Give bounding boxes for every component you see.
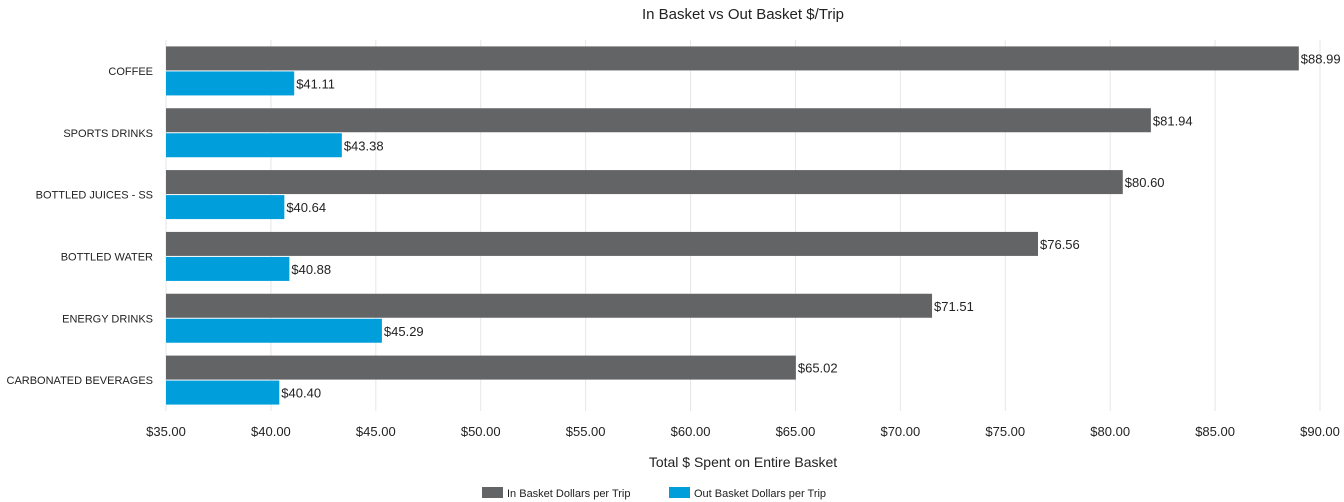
category-label: CARBONATED BEVERAGES xyxy=(7,375,154,387)
bar-in-basket[interactable] xyxy=(166,108,1151,133)
x-tick-label: $65.00 xyxy=(776,424,816,439)
bar-out-basket[interactable] xyxy=(166,380,280,405)
x-tick-label: $80.00 xyxy=(1090,424,1130,439)
x-tick-label: $85.00 xyxy=(1195,424,1235,439)
bar-in-basket[interactable] xyxy=(166,46,1299,71)
data-label: $40.40 xyxy=(281,386,321,401)
data-label: $71.51 xyxy=(934,299,974,314)
legend-label[interactable]: In Basket Dollars per Trip xyxy=(507,488,631,500)
data-label: $45.29 xyxy=(384,324,424,339)
data-label: $81.94 xyxy=(1153,113,1193,128)
bar-in-basket[interactable] xyxy=(166,293,933,318)
bar-in-basket[interactable] xyxy=(166,231,1039,256)
data-label: $41.11 xyxy=(296,76,335,91)
category-label: BOTTLED JUICES - SS xyxy=(36,190,153,202)
data-label: $76.56 xyxy=(1040,237,1080,252)
category-label: SPORTS DRINKS xyxy=(63,128,153,140)
legend-swatch[interactable] xyxy=(482,487,503,498)
bar-in-basket[interactable] xyxy=(166,170,1123,195)
x-tick-label: $35.00 xyxy=(146,424,186,439)
x-tick-label: $50.00 xyxy=(461,424,501,439)
chart-title: In Basket vs Out Basket $/Trip xyxy=(642,6,844,23)
x-tick-label: $90.00 xyxy=(1300,424,1340,439)
data-labels: $88.99 $41.11 $81.94 $43.38 $80.60 $40.64 $76.… xyxy=(281,51,1340,400)
bar-out-basket[interactable] xyxy=(166,71,295,96)
x-tick-label: $75.00 xyxy=(985,424,1025,439)
legend-swatch[interactable] xyxy=(669,487,690,498)
bar-out-basket[interactable] xyxy=(166,195,285,220)
category-label: ENERGY DRINKS xyxy=(62,313,153,325)
bar-in-basket[interactable] xyxy=(166,355,796,380)
bars xyxy=(166,46,1299,405)
category-labels: COFFEE SPORTS DRINKS BOTTLED JUICES - SS BO… xyxy=(7,66,154,387)
data-label: $40.88 xyxy=(291,262,331,277)
category-label: COFFEE xyxy=(108,66,153,78)
x-tick-label: $60.00 xyxy=(671,424,711,439)
legend[interactable]: In Basket Dollars per Trip Out Basket Dol… xyxy=(482,487,826,500)
grid-lines xyxy=(165,40,1321,411)
x-tick-label: $40.00 xyxy=(251,424,291,439)
bar-out-basket[interactable] xyxy=(166,256,290,281)
category-label: BOTTLED WATER xyxy=(61,251,153,263)
bar-out-basket[interactable] xyxy=(166,133,342,158)
data-label: $40.64 xyxy=(286,200,326,215)
legend-label[interactable]: Out Basket Dollars per Trip xyxy=(694,488,826,500)
x-axis-title: Total $ Spent on Entire Basket xyxy=(649,454,837,470)
x-tick-label: $55.00 xyxy=(566,424,606,439)
data-label: $43.38 xyxy=(344,138,384,153)
x-tick-label: $45.00 xyxy=(356,424,396,439)
data-label: $80.60 xyxy=(1125,175,1165,190)
data-label: $65.02 xyxy=(798,361,838,376)
bar-out-basket[interactable] xyxy=(166,318,382,343)
x-tick-label: $70.00 xyxy=(880,424,920,439)
data-label: $88.99 xyxy=(1301,51,1341,66)
x-axis-ticks: $35.00 $40.00 $45.00 $50.00 $55.00 $60.00 $65.… xyxy=(146,424,1340,439)
